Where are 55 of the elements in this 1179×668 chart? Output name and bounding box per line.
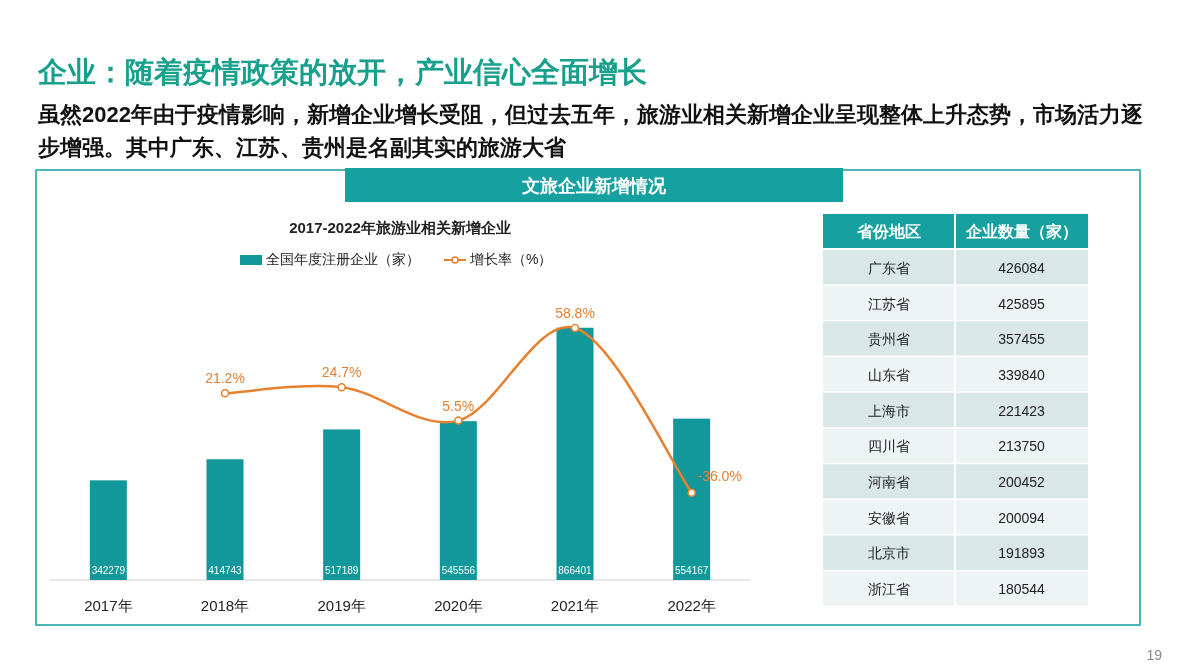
point xyxy=(337,383,346,392)
category-label: 上海市 xyxy=(868,402,910,419)
text: 企业：随着疫情政策的放开，产业信心全面增长 xyxy=(37,56,647,88)
data-label: 21.2% xyxy=(205,370,245,387)
data-label: 221423 xyxy=(998,402,1046,419)
category-label: 安徽省 xyxy=(868,509,910,526)
point xyxy=(570,323,580,333)
text: 企业数量（家） xyxy=(964,222,1078,241)
data-label: 58.8% xyxy=(555,305,595,321)
data-label: 866401 xyxy=(558,565,593,576)
data-label: 213750 xyxy=(998,438,1046,455)
category-label: 广东省 xyxy=(868,259,910,276)
data-label: 545556 xyxy=(441,565,476,576)
category-label: 河南省 xyxy=(868,474,910,491)
legend-label: 增长率（%） xyxy=(469,251,553,267)
data-label: 180544 xyxy=(998,581,1046,598)
data-label: 200094 xyxy=(998,509,1046,526)
category-label: 山东省 xyxy=(868,366,910,383)
category-label: 贵州省 xyxy=(868,331,910,348)
data-label: 200452 xyxy=(998,474,1046,491)
x-tick-label: 2018年 xyxy=(200,597,250,614)
bar xyxy=(89,480,127,580)
data-label: 191893 xyxy=(998,545,1046,562)
x-tick-label: 2019年 xyxy=(317,597,366,614)
chart-title: 2017-2022年旅游业相关新增企业 xyxy=(289,219,511,236)
data-label: 414743 xyxy=(208,565,243,576)
x-tick-label: 2021年 xyxy=(550,597,600,614)
bar xyxy=(206,459,244,580)
category-label: 四川省 xyxy=(868,438,910,455)
data-label: 357455 xyxy=(998,331,1046,348)
data-label: 426084 xyxy=(998,259,1046,276)
category-label: 北京市 xyxy=(868,545,910,562)
text: 省份地区 xyxy=(856,223,921,240)
legend-label: 全国年度注册企业（家） xyxy=(266,251,420,267)
x-tick-label: 2020年 xyxy=(434,597,483,614)
text: 19 xyxy=(1146,647,1163,663)
data-label: 342279 xyxy=(91,565,126,576)
bar xyxy=(439,421,477,580)
x-tick-label: 2022年 xyxy=(667,597,716,614)
data-label: 517189 xyxy=(324,565,359,576)
bar xyxy=(556,327,594,580)
point xyxy=(220,389,230,398)
data-label: 554167 xyxy=(674,565,709,576)
category-label: 浙江省 xyxy=(868,581,910,598)
data-label: 24.7% xyxy=(321,364,362,381)
x-tick-label: 2017年 xyxy=(84,597,133,614)
point xyxy=(687,488,696,497)
data-label: 425895 xyxy=(998,295,1046,312)
category-label: 江苏省 xyxy=(868,295,910,312)
bar xyxy=(323,429,361,580)
text: 文旅企业新增情况 xyxy=(521,176,667,196)
data-label: 5.5% xyxy=(442,397,475,414)
data-label: 339840 xyxy=(998,366,1046,383)
text: 虽然2022年由于疫情影响，新增企业增长受阻，但过去五年，旅游业相关新增企业呈现整体上升态势，市场活力逐步增强。其中广东、江苏、贵州是名副其实的旅游大省 xyxy=(37,102,1143,160)
point xyxy=(454,416,463,425)
